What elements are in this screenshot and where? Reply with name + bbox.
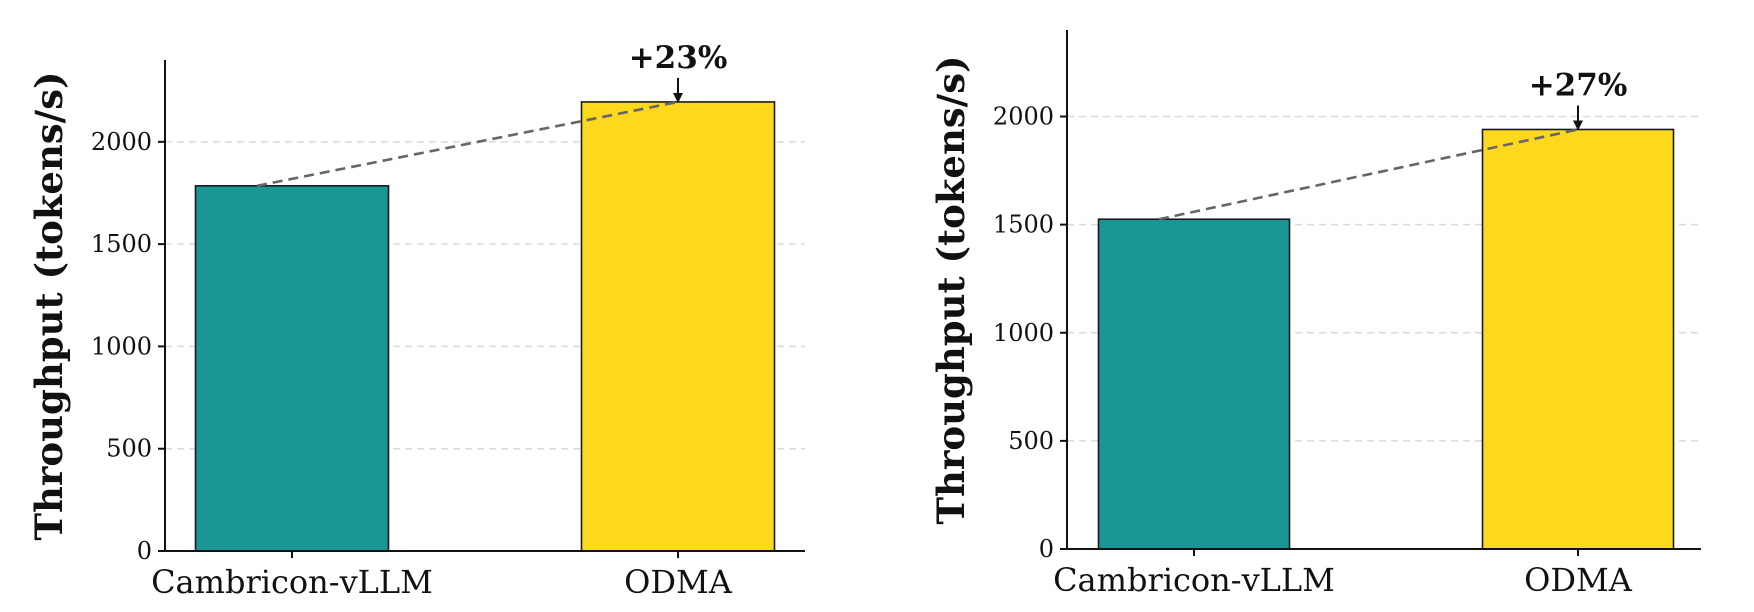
- y-tick-label: 0: [1039, 535, 1054, 563]
- y-tick-label: 1500: [91, 230, 152, 258]
- y-tick-label: 1000: [993, 319, 1054, 347]
- trend-line: [256, 100, 679, 188]
- y-axis-title: Throughput (tokens/s): [929, 55, 973, 524]
- bar-1: [194, 185, 390, 552]
- y-tick-label: 1000: [91, 332, 152, 360]
- bar-1: [1097, 218, 1291, 550]
- bar-2: [580, 101, 776, 552]
- chart-1: 0 500 1000 1500 2000 Cambricon-vLLM ODMA Throug…: [27, 40, 805, 601]
- x-category-label: ODMA: [1524, 561, 1633, 599]
- x-category-label: ODMA: [624, 563, 733, 601]
- y-tick-label: 2000: [91, 128, 152, 156]
- improvement-label: +27%: [1529, 67, 1628, 103]
- chart-2: 0 500 1000 1500 2000 Cambricon-vLLM ODMA Throug…: [929, 30, 1701, 599]
- y-tick-label: 0: [137, 537, 152, 565]
- x-category-label: Cambricon-vLLM: [1053, 561, 1335, 599]
- y-axis-title: Throughput (tokens/s): [27, 71, 71, 540]
- y-tick-label: 1500: [993, 211, 1054, 239]
- y-tick-label: 2000: [993, 103, 1054, 131]
- x-category-label: Cambricon-vLLM: [151, 563, 433, 601]
- y-tick-label: 500: [1008, 427, 1054, 455]
- trend-line: [1158, 128, 1579, 221]
- bar-2: [1481, 128, 1675, 550]
- improvement-label: +23%: [629, 40, 728, 76]
- y-tick-label: 500: [106, 435, 152, 463]
